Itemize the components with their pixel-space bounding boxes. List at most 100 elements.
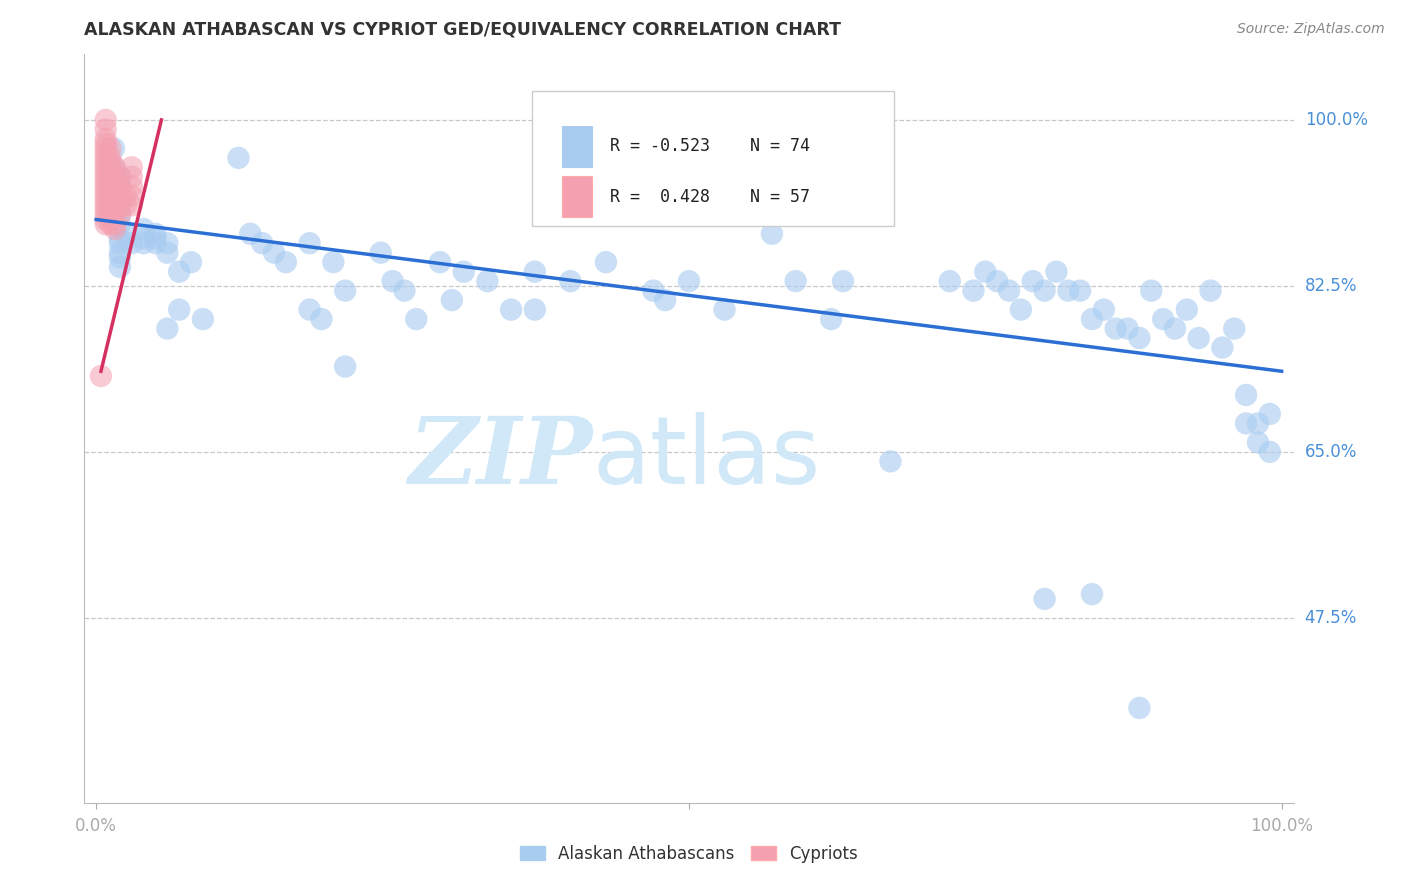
Point: [90, 369, 112, 384]
Point: [132, 236, 155, 251]
Point: [121, 236, 143, 251]
Point: [108, 169, 131, 184]
Point: [94, 208, 117, 222]
Point: [104, 169, 127, 184]
Point: [145, 236, 167, 251]
Point: [713, 302, 735, 317]
Text: 82.5%: 82.5%: [1305, 277, 1357, 295]
Point: [94, 184, 117, 198]
Point: [1258, 407, 1281, 421]
Point: [94, 112, 117, 127]
Point: [94, 179, 117, 194]
Point: [100, 188, 122, 202]
Point: [94, 161, 117, 175]
Point: [108, 217, 131, 231]
Point: [440, 293, 463, 307]
Point: [94, 175, 117, 189]
Point: [595, 255, 617, 269]
Point: [1128, 701, 1150, 715]
Point: [370, 245, 392, 260]
Point: [1069, 284, 1091, 298]
Point: [156, 321, 179, 335]
Point: [501, 302, 523, 317]
Point: [108, 188, 131, 202]
Point: [108, 251, 131, 265]
Point: [100, 169, 122, 184]
Point: [405, 312, 427, 326]
Point: [1128, 331, 1150, 345]
Point: [94, 136, 117, 151]
Point: [1188, 331, 1211, 345]
Point: [1081, 312, 1104, 326]
Point: [94, 165, 117, 179]
Point: [1105, 321, 1128, 335]
Point: [121, 161, 143, 175]
Point: [108, 245, 131, 260]
Point: [998, 284, 1021, 298]
Point: [167, 302, 190, 317]
Point: [100, 217, 122, 231]
Point: [115, 188, 138, 202]
Point: [311, 312, 333, 326]
Point: [156, 236, 179, 251]
Point: [104, 222, 127, 236]
Point: [180, 255, 202, 269]
Point: [1152, 312, 1174, 326]
Point: [100, 155, 122, 169]
Point: [100, 184, 122, 198]
Point: [115, 198, 138, 212]
Point: [94, 202, 117, 217]
Point: [100, 151, 122, 165]
Point: [1081, 587, 1104, 601]
Text: ALASKAN ATHABASCAN VS CYPRIOT GED/EQUIVALENCY CORRELATION CHART: ALASKAN ATHABASCAN VS CYPRIOT GED/EQUIVA…: [84, 21, 841, 38]
Point: [477, 274, 499, 288]
Point: [1092, 302, 1115, 317]
Point: [100, 161, 122, 175]
Point: [121, 198, 143, 212]
Point: [94, 132, 117, 146]
Point: [100, 141, 122, 155]
Point: [94, 141, 117, 155]
Point: [678, 274, 700, 288]
Bar: [562, 126, 592, 167]
Point: [94, 188, 117, 202]
Point: [94, 122, 117, 136]
Point: [453, 265, 475, 279]
Point: [100, 212, 122, 227]
Point: [145, 227, 167, 241]
Point: [103, 141, 125, 155]
Text: atlas: atlas: [592, 412, 821, 504]
Point: [100, 165, 122, 179]
Point: [820, 312, 842, 326]
Point: [298, 236, 321, 251]
Point: [523, 265, 546, 279]
Text: R = -0.523    N = 74: R = -0.523 N = 74: [610, 137, 810, 155]
Point: [394, 284, 416, 298]
Point: [333, 359, 356, 374]
Point: [879, 454, 901, 468]
Point: [94, 212, 117, 227]
Point: [167, 265, 190, 279]
Point: [100, 208, 122, 222]
Point: [1247, 417, 1270, 431]
Point: [94, 198, 117, 212]
Point: [1175, 302, 1198, 317]
Point: [1234, 417, 1257, 431]
Point: [832, 274, 855, 288]
Point: [1022, 274, 1045, 288]
Text: ZIP: ZIP: [408, 413, 592, 503]
Point: [108, 198, 131, 212]
Point: [429, 255, 451, 269]
Point: [785, 274, 807, 288]
Bar: [562, 177, 592, 218]
Point: [228, 151, 250, 165]
Point: [94, 151, 117, 165]
Point: [381, 274, 404, 288]
Point: [1199, 284, 1222, 298]
Point: [108, 260, 131, 274]
Point: [239, 227, 262, 241]
Point: [121, 179, 143, 194]
Text: Source: ZipAtlas.com: Source: ZipAtlas.com: [1237, 22, 1385, 37]
Point: [104, 161, 127, 175]
Point: [1045, 265, 1067, 279]
